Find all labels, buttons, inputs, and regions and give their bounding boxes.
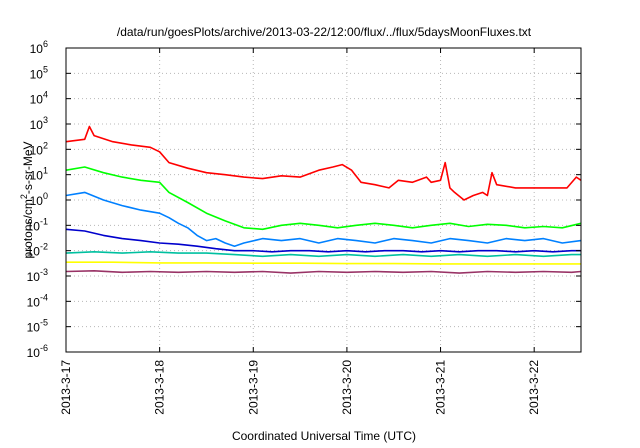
y-tick-label: 10-3 (27, 267, 48, 284)
x-tick-label: 2013-3-19 (246, 360, 260, 415)
y-tick-label: 106 (30, 39, 48, 56)
y-tick-label: 102 (30, 140, 48, 157)
series-group (65, 125, 582, 274)
y-tick-base: 10 (30, 194, 44, 208)
x-axis-title: Coordinated Universal Time (UTC) (232, 429, 416, 443)
series-line-7 (65, 270, 582, 274)
y-tick-base: 10 (30, 42, 44, 56)
y-tick-exponent: 6 (43, 39, 48, 49)
y-tick-base: 10 (27, 270, 41, 284)
y-tick-label: 105 (30, 64, 48, 81)
y-tick-exponent: -2 (40, 242, 48, 252)
series-line-1 (65, 125, 582, 201)
y-tick-exponent: -5 (40, 318, 48, 328)
y-tick-label: 103 (30, 115, 48, 132)
y-axis-title-rest: -s-sr-MeV (21, 141, 35, 194)
y-tick-base: 10 (27, 346, 41, 360)
y-axis: 10-610-510-410-310-210-11001011021031041… (27, 39, 581, 360)
y-tick-exponent: 2 (43, 140, 48, 150)
y-tick-exponent: 1 (43, 166, 48, 176)
y-axis-title-sup: 2 (19, 194, 29, 199)
y-tick-base: 10 (30, 143, 44, 157)
y-tick-exponent: -1 (40, 216, 48, 226)
y-tick-label: 101 (30, 166, 48, 183)
y-tick-label: 100 (30, 191, 48, 208)
y-tick-exponent: -3 (40, 267, 48, 277)
x-tick-label: 2013-3-21 (434, 360, 448, 415)
x-axis: 2013-3-17 2013-3-18 2013-3-19 2013-3-20 2013… (59, 48, 541, 415)
x-tick-label: 2013-3-17 (59, 360, 73, 415)
y-tick-exponent: 4 (43, 90, 48, 100)
y-tick-exponent: 3 (43, 115, 48, 125)
y-tick-base: 10 (27, 321, 41, 335)
x-tick-label: 2013-3-22 (527, 360, 541, 415)
y-tick-label: 10-6 (27, 343, 48, 360)
y-tick-base: 10 (30, 67, 44, 81)
y-tick-exponent: 0 (43, 191, 48, 201)
y-tick-label: 10-5 (27, 318, 48, 335)
plot-frame (65, 47, 582, 353)
series-line-2 (65, 166, 582, 231)
y-tick-exponent: -4 (40, 292, 48, 302)
x-tick-label: 2013-3-18 (153, 360, 167, 415)
x-tick-label: 2013-3-20 (340, 360, 354, 415)
y-tick-base: 10 (30, 169, 44, 183)
series-line-4 (65, 228, 581, 253)
y-tick-label: 10-4 (27, 292, 48, 309)
y-tick-base: 10 (27, 245, 41, 259)
series-line-3 (65, 191, 582, 247)
series-line-5 (65, 251, 581, 258)
grid (65, 47, 581, 353)
y-tick-base: 10 (27, 295, 41, 309)
y-tick-exponent: 5 (43, 64, 48, 74)
y-tick-label: 104 (30, 90, 48, 107)
y-tick-base: 10 (27, 219, 41, 233)
y-tick-base: 10 (30, 118, 44, 132)
y-axis-title-main: protons/cm (21, 199, 35, 258)
y-axis-title: protons/cm2-s-sr-MeV (19, 141, 35, 258)
y-tick-label: 10-1 (27, 216, 48, 233)
y-tick-label: 10-2 (27, 242, 48, 259)
chart-title: /data/run/goesPlots/archive/2013-03-22/1… (117, 25, 532, 39)
series-line-6 (66, 261, 581, 265)
y-tick-base: 10 (30, 93, 44, 107)
y-tick-exponent: -6 (40, 343, 48, 353)
